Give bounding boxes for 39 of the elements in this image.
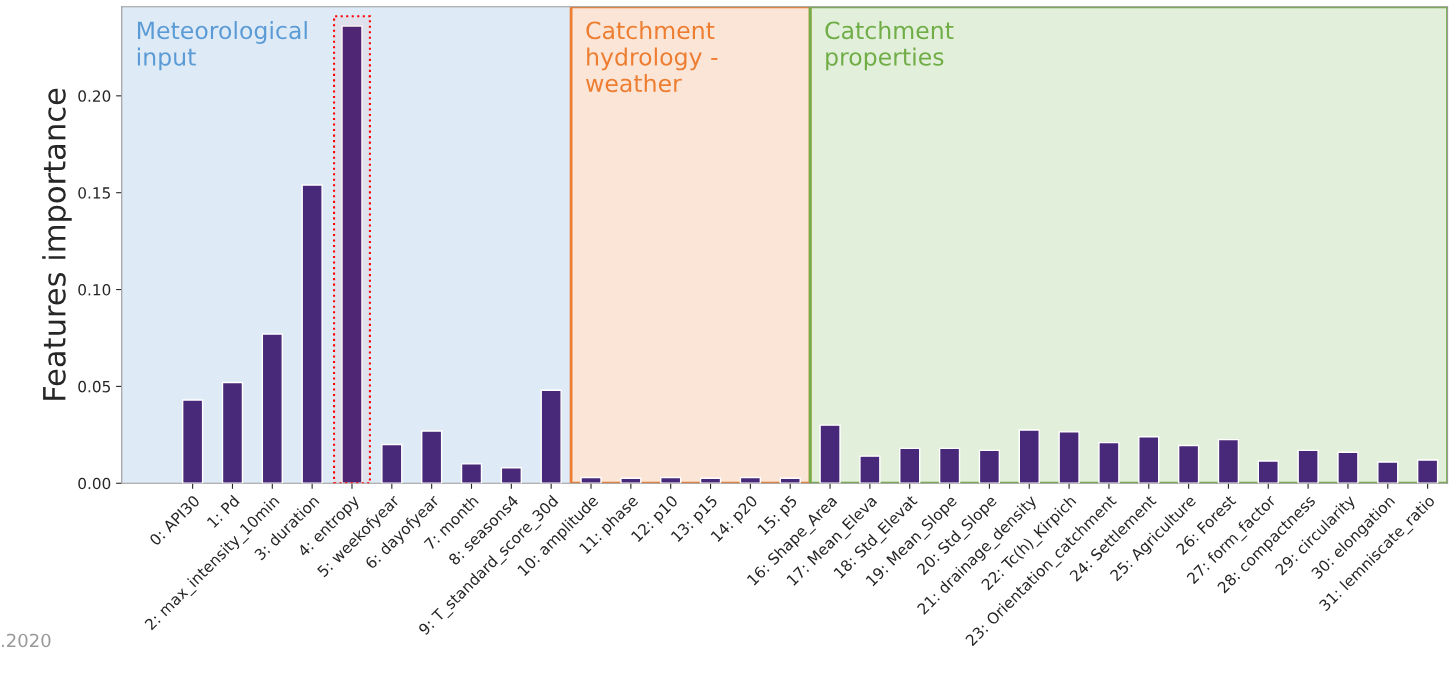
bar [978,449,1001,484]
y-tick-label: 0.10 [78,284,111,296]
bar [381,443,403,484]
y-tick-label: 0.15 [78,187,110,199]
bar [819,424,841,484]
band-label: Catchment properties [825,21,954,71]
bar [460,463,483,484]
band-label: Meteorological input [137,21,307,71]
bar [1217,438,1240,484]
bar [221,381,244,484]
bar [1337,451,1359,484]
bar [1177,444,1200,484]
bar [1138,436,1160,484]
bar [1297,449,1319,484]
y-tick-label: 0.00 [78,477,111,490]
bar [1377,461,1399,484]
bar [938,447,961,484]
bar [301,184,323,484]
bar [899,447,921,484]
bar [1416,459,1439,484]
bar [580,476,602,484]
band-label: Catchment hydrology - weather [586,21,718,93]
bar [739,476,762,484]
bar [1018,429,1040,484]
bar [859,455,881,484]
y-tick-label: 0.05 [78,380,110,393]
bar [1058,431,1080,484]
bar [540,389,562,484]
bar [261,333,283,484]
bar [620,477,642,484]
text: .2020 [1,633,51,648]
y-axis-title: Features importance [42,88,72,400]
y-tick-label: 0.20 [78,90,111,102]
bar [500,467,522,484]
bar [1257,460,1279,484]
bar [1098,441,1120,484]
bar [660,476,682,484]
bar [181,399,204,484]
bar [421,430,443,484]
